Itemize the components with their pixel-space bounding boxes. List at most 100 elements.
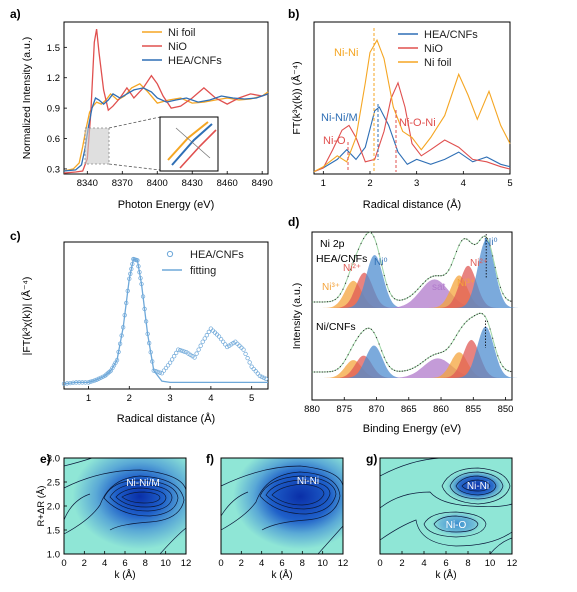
- panel-a-inset: [159, 116, 219, 172]
- raw-0-120: [388, 290, 391, 293]
- raw-1-32: [332, 370, 334, 372]
- raw-1-168: [419, 363, 421, 365]
- inset-connector-top: [108, 116, 161, 129]
- point-c-8-1: [128, 271, 133, 276]
- raw-0-248: [471, 242, 473, 245]
- raw-0-284: [494, 266, 496, 269]
- e-xtick-label-5: 10: [160, 558, 171, 569]
- panel-g-contours: [379, 457, 513, 555]
- raw-1-172: [422, 361, 424, 363]
- raw-1-120: [388, 365, 391, 368]
- raw-1-188: [432, 354, 434, 356]
- raw-1-20: [324, 371, 326, 373]
- raw-1-52: [344, 358, 347, 360]
- point-c-21-2: [220, 339, 226, 344]
- raw-1-24: [326, 371, 329, 373]
- point-c-1-2: [80, 380, 85, 385]
- panel-d: d) 880 875 870 865 860 855 850 Ni 2p HEA/CNFs …: [288, 215, 520, 435]
- raw-0-176: [424, 280, 427, 282]
- raw-1-84: [365, 328, 367, 330]
- annot-b-ni-ni: Ni-Ni: [334, 47, 358, 59]
- panel-a-label: a): [10, 7, 21, 21]
- peak-label-ni3-left: Ni³⁺: [322, 282, 340, 293]
- raw-0-308: [510, 300, 512, 302]
- point-c-13-1: [153, 369, 158, 374]
- raw-1-228: [458, 330, 460, 332]
- panel-d-xlabel: Binding Energy (eV): [363, 423, 461, 435]
- raw-1-8: [316, 371, 318, 373]
- e-xtick-label-0: 0: [61, 558, 66, 569]
- raw-1-48: [342, 362, 344, 365]
- point-c-6-1: [116, 349, 121, 355]
- point-c-12-2: [148, 350, 153, 355]
- raw-0-24: [326, 301, 329, 303]
- raw-0-28: [329, 300, 331, 303]
- point-c-3-3: [100, 374, 105, 380]
- panel-d-ticks: 880 875 870 865 860 855 850: [304, 397, 513, 415]
- raw-0-276: [489, 245, 491, 247]
- raw-0-252: [473, 243, 476, 246]
- panel-e-bg: [64, 458, 186, 554]
- raw-0-180: [427, 278, 429, 280]
- raw-1-232: [461, 326, 463, 328]
- raw-1-60: [350, 349, 352, 351]
- peak-label-ni0-right: Ni⁰: [484, 237, 497, 248]
- panel-c-series: [61, 256, 269, 386]
- e-ytick-label-2: 2.0: [47, 502, 60, 513]
- raw-0-188: [432, 275, 434, 277]
- legend-c-hea: HEA/CNFs: [190, 249, 244, 261]
- raw-1-272: [486, 320, 489, 322]
- raw-1-132: [396, 370, 398, 372]
- point-c-8-2: [129, 266, 134, 272]
- point-c-11-3: [143, 319, 149, 324]
- point-c-1-0: [74, 380, 79, 385]
- raw-0-192: [435, 275, 437, 277]
- raw-0-48: [342, 288, 344, 290]
- raw-0-288: [497, 277, 499, 280]
- point-c-7-1: [122, 313, 127, 318]
- a-xtick-label-5: 8490: [252, 178, 273, 189]
- raw-1-276: [489, 328, 491, 330]
- raw-0-72: [357, 248, 360, 250]
- raw-0-8: [316, 301, 318, 303]
- point-c-0-2: [67, 380, 73, 386]
- series-b-1: [313, 81, 511, 173]
- raw-0-52: [344, 282, 347, 284]
- point-c-26-2: [261, 375, 267, 380]
- raw-1-284: [494, 346, 496, 349]
- g-xtick-label-1: 2: [399, 558, 404, 569]
- panel-c-ylabel: |FT(k³χ(k))| (Å⁻⁴): [20, 277, 33, 356]
- e-xtick-label-4: 8: [143, 558, 148, 569]
- f-xtick-label-2: 4: [259, 558, 264, 569]
- point-c-11-0: [139, 281, 144, 287]
- peak-1-3: [382, 358, 495, 378]
- f-xtick-label-0: 0: [218, 558, 223, 569]
- point-c-19-3: [206, 329, 211, 335]
- raw-0-304: [507, 299, 509, 301]
- raw-1-252: [473, 315, 476, 317]
- raw-1-100: [375, 336, 378, 339]
- b-xtick-label-4: 5: [507, 178, 512, 189]
- point-c-18-1: [194, 351, 199, 356]
- raw-0-84: [365, 233, 367, 236]
- peak-0-2: [342, 255, 409, 308]
- panel-g-label: g): [366, 452, 377, 466]
- point-c-18-2: [196, 347, 201, 352]
- raw-0-108: [381, 264, 383, 266]
- panel-g-ticks: 0 2 4 6 8 10 12: [377, 551, 517, 569]
- raw-0-4: [313, 301, 316, 303]
- point-c-10-2: [137, 270, 142, 275]
- b-xtick-label-1: 2: [367, 178, 372, 189]
- raw-0-32: [332, 300, 334, 302]
- panel-b-dashes: [347, 28, 397, 172]
- point-c-21-0: [216, 334, 222, 339]
- peak-0-6: [453, 240, 520, 308]
- raw-0-20: [324, 301, 326, 303]
- e-ytick-label-4: 3.0: [47, 454, 60, 465]
- raw-0-136: [399, 299, 401, 301]
- legend-b-nio: NiO: [424, 43, 443, 55]
- raw-1-208: [445, 349, 447, 351]
- a-xtick-label-1: 8370: [112, 178, 133, 189]
- peak-label-ni3-right: Ni³⁺: [457, 278, 475, 289]
- raw-0-152: [409, 295, 411, 297]
